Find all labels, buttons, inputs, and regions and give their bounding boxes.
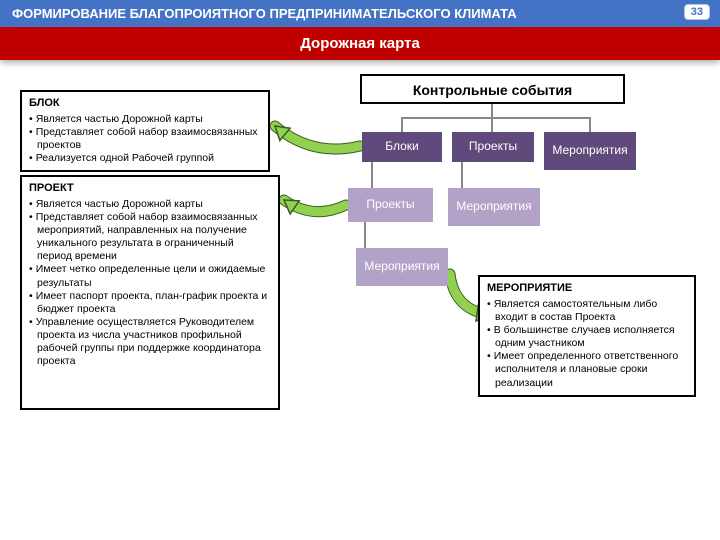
desc-box-event: МЕРОПРИЯТИЕ Является самостоятельным либо… — [478, 275, 696, 397]
subheader: Дорожная карта — [0, 27, 720, 60]
tree-connector — [492, 104, 590, 132]
desc-box-block: БЛОК Является частью Дорожной картыПредст… — [20, 90, 270, 172]
tree-connector — [402, 104, 492, 132]
arrow-outline — [275, 126, 360, 149]
desc-list-event: Является самостоятельным либо входит в с… — [487, 298, 687, 390]
arrow-shaft — [275, 126, 360, 149]
desc-title-block: БЛОК — [29, 97, 261, 111]
arrow-outline — [284, 200, 346, 212]
desc-item: Имеет четко определенные цели и ожидаемы… — [29, 263, 271, 289]
desc-item: Является частью Дорожной карты — [29, 113, 261, 126]
desc-list-project: Является частью Дорожной картыПредставля… — [29, 198, 271, 369]
node-mero_low: Мероприятия — [356, 248, 448, 286]
header-bar: ФОРМИРОВАНИЕ БЛАГОПРОИЯТНОГО ПРЕДПРИНИМА… — [0, 0, 720, 27]
page-number-badge: 33 — [684, 4, 710, 20]
desc-item: Реализуется одной Рабочей группой — [29, 152, 261, 165]
arrow-shaft — [284, 200, 346, 212]
desc-title-event: МЕРОПРИЯТИЕ — [487, 282, 687, 296]
header-title: ФОРМИРОВАНИЕ БЛАГОПРОИЯТНОГО ПРЕДПРИНИМА… — [12, 6, 517, 21]
desc-item: В большинстве случаев исполняется одним … — [487, 324, 687, 350]
desc-item: Представляет собой набор взаимосвязанных… — [29, 126, 261, 152]
control-events-box: Контрольные события — [360, 74, 625, 104]
node-mero_top: Мероприятия — [544, 132, 636, 170]
node-proekty_top: Проекты — [452, 132, 534, 162]
desc-item: Имеет паспорт проекта, план-график проек… — [29, 290, 271, 316]
node-proekty_l: Проекты — [348, 188, 433, 222]
desc-box-project: ПРОЕКТ Является частью Дорожной картыПред… — [20, 175, 280, 410]
desc-item: Представляет собой набор взаимосвязанных… — [29, 211, 271, 264]
diagram-canvas: Контрольные события Блоки Проекты Мероприят… — [0, 60, 720, 540]
desc-list-block: Является частью Дорожной картыПредставля… — [29, 113, 261, 166]
desc-item: Является самостоятельным либо входит в с… — [487, 298, 687, 324]
desc-item: Является частью Дорожной карты — [29, 198, 271, 211]
desc-title-project: ПРОЕКТ — [29, 182, 271, 196]
node-bloki: Блоки — [362, 132, 442, 162]
subheader-title: Дорожная карта — [300, 35, 420, 52]
desc-item: Имеет определенного ответственного испол… — [487, 350, 687, 389]
node-mero_mid: Мероприятия — [448, 188, 540, 226]
desc-item: Управление осуществляется Руководителем … — [29, 316, 271, 369]
arrow-head — [275, 126, 290, 140]
arrow-head — [284, 200, 299, 214]
